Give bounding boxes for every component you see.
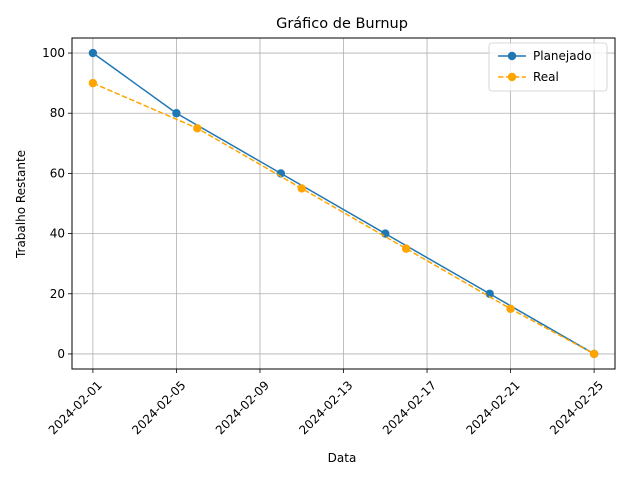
legend: Planejado Real [488, 42, 608, 92]
x-axis-label: Data [328, 451, 357, 465]
data-point-real [88, 78, 98, 88]
data-point-real [193, 124, 202, 133]
chart-title: Gráfico de Burnup [276, 16, 408, 32]
data-point-real [506, 304, 515, 314]
y-tick-label: 100 [42, 46, 65, 60]
y-tick-label: 40 [50, 227, 65, 241]
data-point-real [297, 184, 306, 193]
data-point-planejado [88, 48, 98, 58]
legend-box [488, 42, 608, 92]
y-axis-label: Trabalho Restante [14, 150, 28, 259]
series-line-real [92, 82, 595, 355]
data-point-real [589, 349, 599, 359]
data-point-planejado [381, 229, 390, 238]
data-point-planejado [172, 109, 181, 118]
series-layer [88, 48, 599, 359]
legend-label-planejado: Planejado [533, 49, 592, 63]
legend-label-real: Real [533, 70, 559, 84]
y-tick-label: 80 [50, 106, 65, 120]
series-line-planejado [92, 52, 595, 355]
y-tick-label: 60 [50, 166, 65, 180]
data-point-real [401, 244, 411, 253]
y-tick-label: 20 [50, 287, 65, 301]
y-tick-label: 0 [57, 347, 65, 361]
legend-marker-real [507, 72, 517, 82]
grid-layer [72, 38, 615, 369]
legend-marker-planejado [507, 51, 517, 61]
data-point-planejado [485, 289, 494, 298]
